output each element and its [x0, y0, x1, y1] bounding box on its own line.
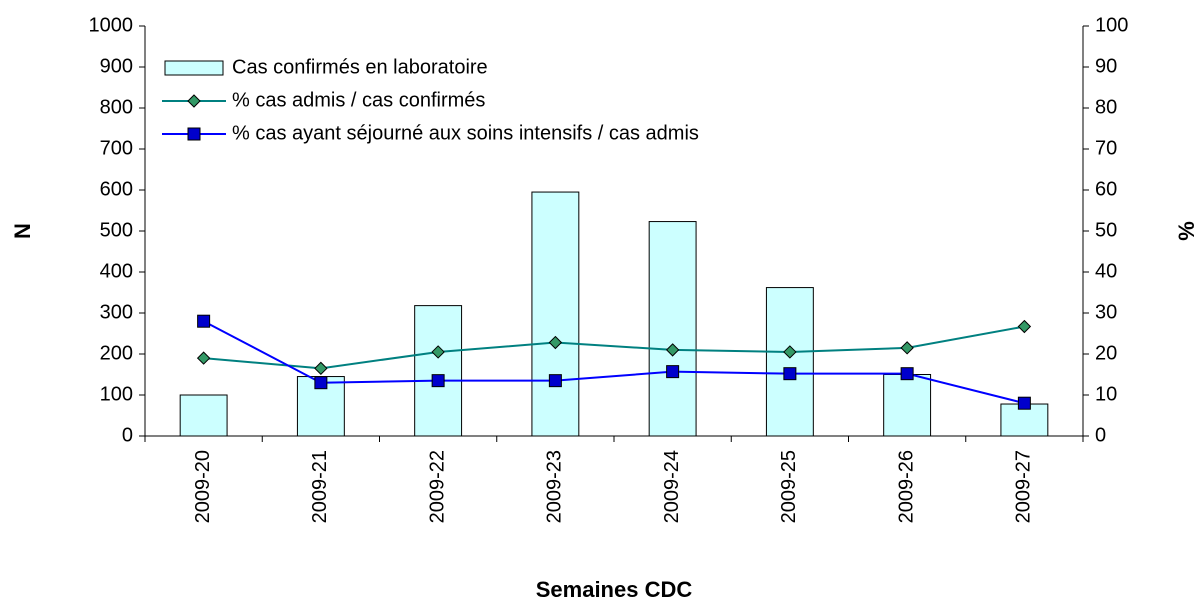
- x-tick-label: 2009-22: [426, 450, 448, 523]
- y-tick-label: 500: [100, 219, 133, 241]
- line-marker: [1017, 396, 1031, 410]
- y-tick-label: 900: [100, 55, 133, 77]
- bar: [414, 305, 463, 437]
- legend-label: % cas ayant séjourné aux soins intensifs…: [232, 122, 699, 144]
- line-marker: [197, 314, 211, 328]
- x-tick-label: 2009-27: [1013, 450, 1035, 523]
- x-tick-label: 2009-26: [895, 450, 917, 523]
- y-tick-label: 300: [100, 301, 133, 323]
- line-marker: [431, 374, 445, 388]
- bar: [179, 394, 228, 437]
- legend-label: Cas confirmés en laboratoire: [232, 56, 488, 78]
- y-tick-label: 600: [100, 178, 133, 200]
- y2-tick-label: 90: [1095, 55, 1117, 77]
- line-marker: [548, 335, 563, 350]
- line-marker: [196, 351, 211, 365]
- x-tick-label: 2009-21: [309, 450, 331, 523]
- line-marker: [314, 361, 328, 376]
- y-tick-label: 700: [100, 137, 133, 159]
- series-line: [203, 320, 1025, 405]
- line-marker: [665, 343, 680, 357]
- line-marker: [548, 374, 562, 388]
- y2-tick-label: 20: [1095, 342, 1117, 364]
- y-tick-label: 800: [100, 96, 133, 118]
- y2-tick-label: 30: [1095, 301, 1117, 323]
- y2-tick-label: 70: [1095, 137, 1117, 159]
- line-marker: [900, 341, 914, 355]
- y-tick-label: 400: [100, 260, 133, 282]
- y2-axis-label: %: [1174, 221, 1199, 241]
- legend-label: % cas admis / cas confirmés: [232, 89, 485, 111]
- y2-tick-label: 40: [1095, 260, 1117, 282]
- legend-swatch: [164, 60, 224, 76]
- bar: [883, 374, 932, 437]
- y-tick-label: 200: [100, 342, 133, 364]
- y2-tick-label: 60: [1095, 178, 1117, 200]
- x-axis-label: Semaines CDC: [536, 577, 693, 602]
- y2-tick-label: 50: [1095, 219, 1117, 241]
- y-tick-label: 1000: [89, 14, 134, 36]
- line-marker: [314, 376, 328, 390]
- y-tick-label: 0: [122, 424, 133, 446]
- x-tick-label: 2009-23: [544, 450, 566, 523]
- y2-tick-label: 80: [1095, 96, 1117, 118]
- y-axis-label: N: [10, 223, 35, 239]
- x-tick-label: 2009-20: [192, 450, 214, 523]
- x-tick-label: 2009-25: [778, 450, 800, 523]
- line-marker: [900, 367, 914, 381]
- series-line: [203, 325, 1025, 370]
- y2-tick-label: 100: [1095, 14, 1128, 36]
- line-marker: [666, 365, 680, 379]
- y2-tick-label: 0: [1095, 424, 1106, 446]
- bar: [531, 191, 580, 437]
- y2-tick-label: 10: [1095, 383, 1117, 405]
- line-marker: [783, 367, 797, 381]
- line-marker: [431, 345, 445, 359]
- x-tick-label: 2009-24: [661, 450, 683, 523]
- line-marker: [1017, 319, 1032, 334]
- legend-marker: [187, 94, 201, 108]
- bar: [648, 221, 697, 437]
- bar: [765, 287, 814, 437]
- line-marker: [783, 345, 797, 359]
- y-tick-label: 100: [100, 383, 133, 405]
- legend-box: [160, 50, 898, 150]
- legend-marker: [187, 127, 201, 141]
